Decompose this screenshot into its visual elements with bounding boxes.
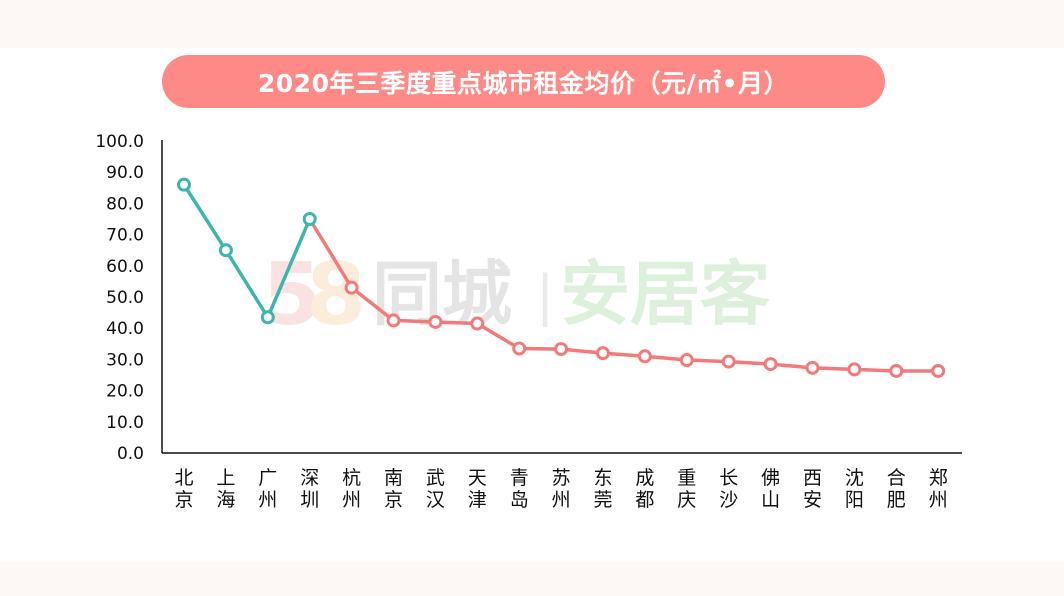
data-point [679, 353, 694, 368]
data-point [218, 243, 233, 258]
x-tick-label: 上海 [216, 467, 235, 511]
data-point [260, 310, 275, 325]
x-tick-label: 深圳 [300, 467, 319, 511]
y-tick-label: 20.0 [106, 382, 144, 402]
chart-title-banner: 2020年三季度重点城市租金均价（元/㎡•月） [162, 55, 885, 108]
y-tick-label: 40.0 [106, 319, 144, 339]
x-tick-label: 武汉 [426, 467, 445, 511]
top-band [0, 0, 1064, 48]
x-tick-label: 沈阳 [845, 467, 864, 511]
data-point [637, 349, 652, 364]
chart-title: 2020年三季度重点城市租金均价（元/㎡•月） [257, 68, 790, 98]
y-tick-label: 30.0 [106, 350, 144, 370]
data-point [596, 346, 610, 361]
data-point [847, 362, 862, 377]
watermark-divider: | [536, 264, 554, 327]
x-tick-label: 青岛 [510, 467, 529, 511]
data-point [554, 342, 569, 357]
watermark: 5 8 同城 | 安居客 [262, 245, 770, 345]
y-tick-label: 80.0 [106, 194, 144, 214]
x-tick-label: 佛山 [761, 467, 780, 511]
x-tick-label: 合肥 [887, 467, 906, 511]
series-points [177, 177, 946, 378]
data-point [721, 354, 736, 369]
x-tick-label: 郑州 [929, 467, 948, 511]
data-point [931, 363, 946, 378]
y-tick-label: 70.0 [106, 226, 144, 246]
data-point [805, 360, 820, 375]
x-tick-label: 南京 [384, 467, 403, 511]
y-tick-labels: 0.0 10.0 20.0 30.0 40.0 50.0 60.0 70.0 80.0 90.0 1… [95, 132, 144, 464]
data-point [470, 316, 485, 331]
x-tick-label: 北京 [174, 467, 193, 511]
x-tick-label: 成都 [635, 467, 654, 511]
data-point [889, 363, 904, 378]
series-lines [182, 183, 939, 373]
data-point [763, 357, 778, 372]
y-tick-label: 100.0 [95, 132, 144, 152]
x-tick-label: 天津 [468, 467, 487, 511]
data-point [428, 314, 443, 329]
series-line-highlight [182, 183, 312, 320]
data-point [344, 280, 359, 295]
x-tick-label: 苏州 [552, 467, 571, 511]
y-tick-label: 60.0 [106, 257, 144, 277]
y-tick-label: 90.0 [106, 163, 144, 183]
watermark-product: 安居客 [560, 253, 770, 335]
x-tick-label: 东莞 [593, 467, 612, 511]
bottom-band [0, 562, 1064, 596]
y-tick-label: 10.0 [106, 413, 144, 433]
y-tick-label: 50.0 [106, 288, 144, 308]
x-tick-label: 重庆 [677, 467, 696, 511]
data-point [302, 212, 317, 226]
data-point [512, 341, 527, 356]
x-tick-label: 广州 [258, 467, 277, 511]
data-point [386, 313, 401, 328]
y-tick-label: 0.0 [117, 444, 144, 464]
x-tick-label: 西安 [803, 467, 822, 511]
x-tick-label: 杭州 [342, 467, 361, 511]
x-tick-label: 长沙 [719, 467, 738, 511]
data-point [177, 177, 191, 192]
series-line-main [308, 218, 939, 373]
